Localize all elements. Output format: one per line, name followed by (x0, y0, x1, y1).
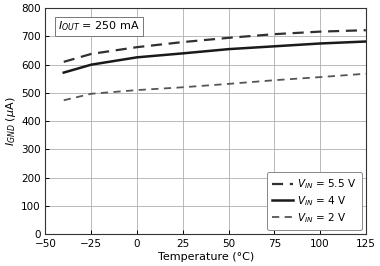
X-axis label: Temperature (°C): Temperature (°C) (158, 252, 254, 262)
Text: $I_{OUT}$ = 250 mA: $I_{OUT}$ = 250 mA (58, 19, 140, 33)
Legend: $V_{IN}$ = 5.5 V, $V_{IN}$ = 4 V, $V_{IN}$ = 2 V: $V_{IN}$ = 5.5 V, $V_{IN}$ = 4 V, $V_{IN… (267, 172, 362, 230)
Y-axis label: $I_{GND}$ ($\mu$A): $I_{GND}$ ($\mu$A) (4, 97, 18, 146)
